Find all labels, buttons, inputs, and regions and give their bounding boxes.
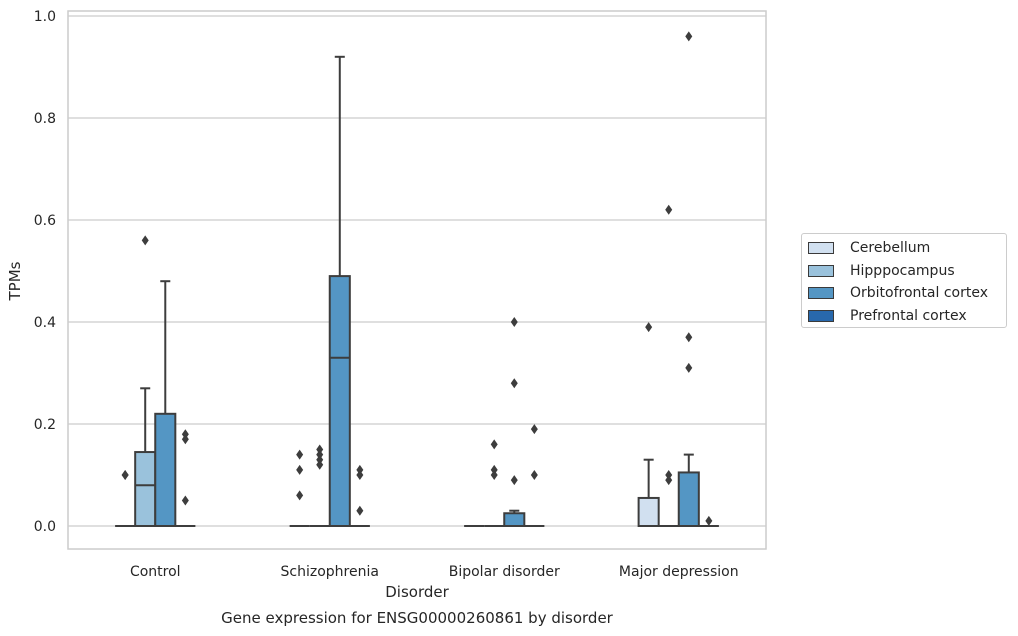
outlier-point (530, 470, 538, 480)
outlier-point (490, 464, 498, 475)
legend-item-hippocampus: Hipppocampus (808, 260, 1006, 283)
legend-swatch (808, 264, 834, 277)
y-tick-label: 0.8 (34, 111, 56, 127)
outlier-point (316, 459, 324, 470)
x-tick-label: Control (130, 564, 181, 580)
plot-area (115, 31, 719, 528)
legend-label: Orbitofrontal cortex (850, 285, 988, 302)
legend-label: Prefrontal cortex (850, 307, 967, 324)
x-axis-title: Disorder (385, 583, 449, 601)
outlier-point (181, 429, 189, 440)
outlier-point (181, 495, 189, 506)
outlier-point (510, 317, 518, 327)
outlier-point (296, 490, 304, 501)
legend-label: Hipppocampus (850, 262, 955, 279)
outlier-point (685, 362, 693, 373)
outlier-point (665, 475, 673, 486)
outlier-point (181, 434, 189, 445)
outlier-point (665, 204, 673, 215)
legend-item-prefrontal-cortex: Prefrontal cortex (808, 305, 1006, 328)
box-body (328, 275, 351, 527)
outlier-point (530, 424, 538, 435)
y-tick-label: 0.4 (34, 315, 56, 331)
x-tick-label: Major depression (619, 564, 739, 580)
outlier-point (685, 31, 693, 42)
outlier-point (356, 505, 364, 516)
outlier-point (141, 235, 149, 246)
y-tick-label: 0.6 (34, 213, 56, 229)
y-tick-label: 0.2 (34, 417, 56, 433)
legend: Cerebellum Hipppocampus Orbitofrontal co… (801, 233, 1007, 328)
outlier-point (490, 470, 498, 480)
legend-swatch (808, 287, 834, 300)
box-body (134, 451, 157, 527)
legend-item-cerebellum: Cerebellum (808, 237, 1006, 260)
outlier-point (665, 470, 673, 480)
outlier-point (356, 470, 364, 480)
outlier-point (316, 454, 324, 465)
y-tick-label: 0.0 (34, 519, 56, 535)
legend-swatch (808, 309, 834, 322)
legend-item-orbitofrontal-cortex: Orbitofrontal cortex (808, 282, 1006, 305)
y-tick-label: 1.0 (34, 9, 56, 25)
x-tick-label: Bipolar disorder (449, 564, 560, 580)
x-axis-ticks: Control Schizophrenia Bipolar disorder Majo… (130, 564, 739, 580)
outlier-point (296, 464, 304, 475)
y-axis-ticks: 0.0 0.2 0.4 0.6 0.8 1.0 (34, 9, 56, 535)
box-body (154, 412, 177, 527)
legend-swatch (808, 242, 834, 255)
chart-title: Gene expression for ENSG00000260861 by d… (221, 609, 614, 627)
legend-label: Cerebellum (850, 240, 931, 257)
outlier-point (121, 470, 129, 480)
outlier-point (705, 515, 713, 526)
box-body (637, 496, 660, 528)
outlier-point (316, 449, 324, 460)
axes-frame (67, 10, 767, 550)
y-axis-title: TPMs (6, 261, 24, 301)
x-tick-label: Schizophrenia (281, 564, 379, 580)
box-body (503, 512, 526, 527)
box-body (677, 471, 700, 528)
outlier-point (316, 444, 324, 455)
outlier-point (490, 439, 498, 450)
outlier-point (510, 378, 518, 389)
outlier-point (510, 475, 518, 486)
outlier-point (645, 322, 653, 333)
outlier-point (296, 449, 304, 460)
outlier-point (685, 332, 693, 343)
outlier-point (356, 464, 364, 475)
